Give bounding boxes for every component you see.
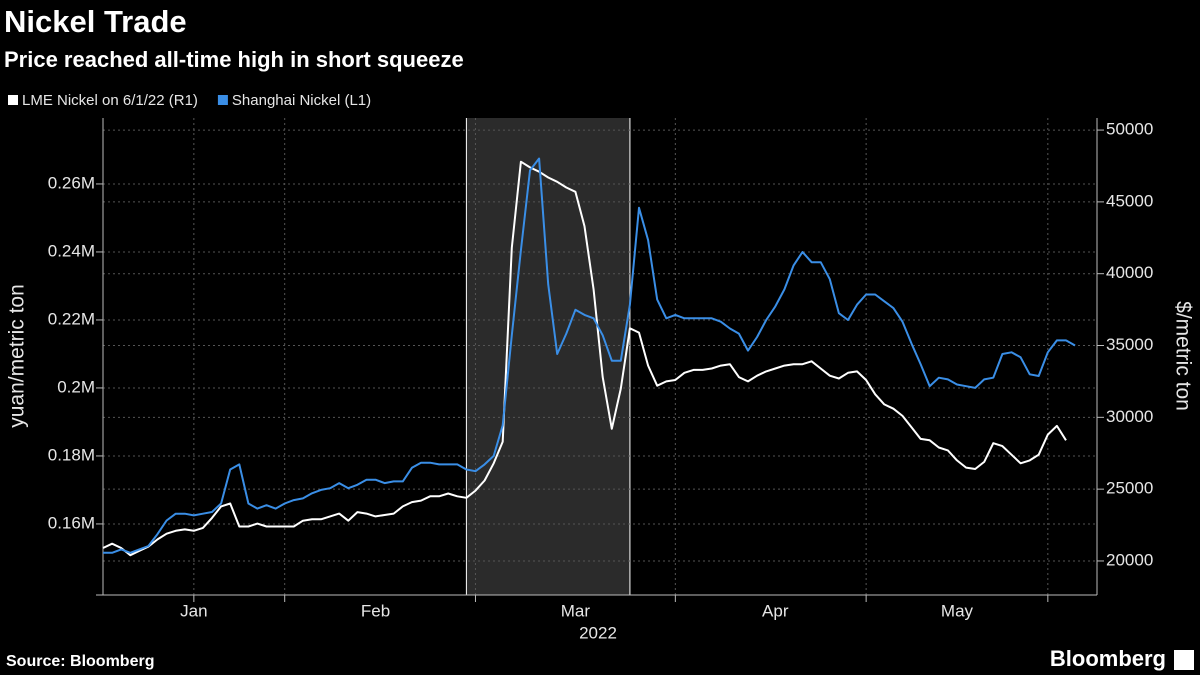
y-tick-label: 0.2M bbox=[57, 377, 95, 396]
legend-label: LME Nickel on 6/1/22 (R1) bbox=[22, 92, 198, 109]
x-tick-label: May bbox=[941, 601, 974, 620]
chart-subtitle: Price reached all-time high in short squ… bbox=[4, 47, 464, 72]
series-line bbox=[102, 160, 1067, 557]
y-tick-label: 0.24M bbox=[48, 241, 95, 260]
x-axis-label: 2022 bbox=[579, 623, 617, 642]
source: Source: Bloomberg bbox=[6, 653, 154, 670]
y-tick-label: 0.26M bbox=[48, 173, 95, 192]
legend-swatch bbox=[217, 95, 228, 105]
y2-tick-label: 30000 bbox=[1106, 407, 1153, 426]
legend-label: Shanghai Nickel (L1) bbox=[232, 92, 371, 109]
y2-tick-label: 45000 bbox=[1106, 191, 1153, 210]
x-tick-label: Mar bbox=[561, 601, 591, 620]
y-axis-label: yuan/metric ton bbox=[6, 284, 29, 428]
y2-tick-label: 50000 bbox=[1106, 120, 1153, 139]
y-tick-label: 0.22M bbox=[48, 309, 95, 328]
logo: Bloomberg bbox=[1050, 646, 1166, 671]
y2-tick-label: 40000 bbox=[1106, 263, 1153, 282]
shaded-region bbox=[466, 118, 630, 595]
y2-tick-label: 25000 bbox=[1106, 479, 1153, 498]
series-line bbox=[103, 157, 1076, 554]
y-tick-label: 0.18M bbox=[48, 445, 95, 464]
legend-swatch bbox=[8, 95, 18, 105]
x-tick-label: Feb bbox=[361, 601, 390, 620]
logo-icon bbox=[1174, 650, 1194, 670]
y2-axis-label: $/metric ton bbox=[1171, 301, 1194, 411]
x-tick-label: Jan bbox=[180, 601, 207, 620]
y-tick-label: 0.16M bbox=[48, 513, 95, 532]
y2-tick-label: 20000 bbox=[1106, 550, 1153, 569]
chart-title: Nickel Trade bbox=[4, 4, 187, 39]
x-tick-label: Apr bbox=[762, 601, 789, 620]
y2-tick-label: 35000 bbox=[1106, 335, 1153, 354]
